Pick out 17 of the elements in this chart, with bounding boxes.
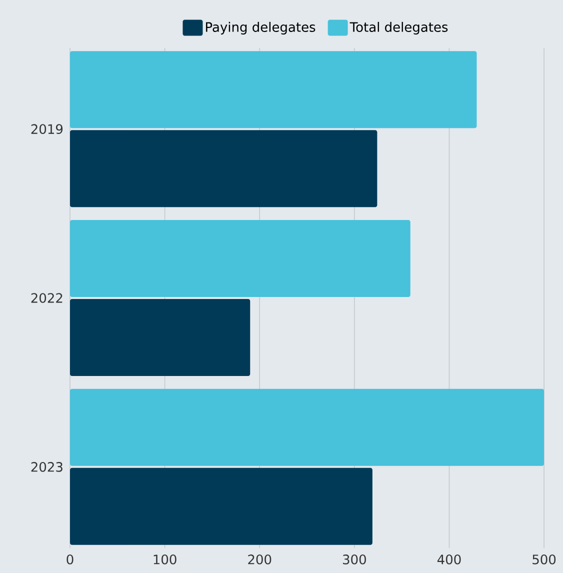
bar	[70, 299, 250, 376]
legend-label: Paying delegates	[206, 22, 316, 34]
bar	[70, 130, 378, 208]
x-tick-label: 500	[532, 554, 556, 564]
y-tick-label: 2023	[31, 462, 62, 472]
x-tick-label: 200	[248, 554, 272, 564]
y-tick-label: 2019	[31, 124, 63, 134]
bar	[70, 388, 544, 466]
bar	[70, 220, 410, 298]
bar	[70, 468, 372, 545]
bar	[70, 51, 477, 128]
x-tick-label: 300	[342, 554, 366, 564]
x-tick-label: 0	[66, 554, 74, 564]
legend-label: Total delegates	[350, 22, 448, 34]
y-tick-label: 2022	[31, 293, 62, 303]
x-tick-label: 100	[154, 554, 176, 564]
x-tick-label: 400	[437, 554, 461, 564]
